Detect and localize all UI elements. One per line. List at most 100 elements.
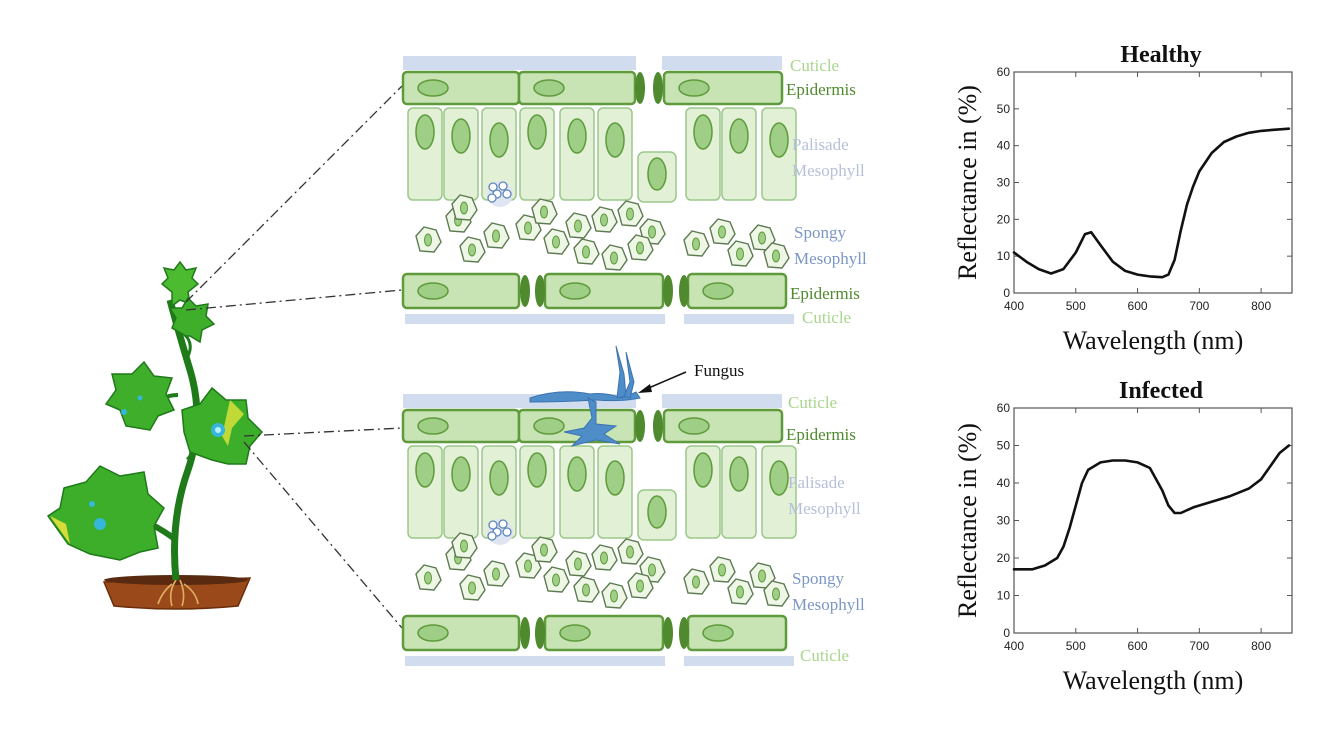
chloroplast (610, 251, 618, 265)
chloroplast (600, 551, 608, 565)
chloroplast (424, 233, 432, 247)
y-tick-label: 40 (997, 139, 1011, 153)
chloroplast (468, 243, 476, 257)
y-tick-label: 60 (997, 65, 1011, 79)
gas-bubble (498, 519, 508, 529)
leaf-section-healthy (401, 56, 797, 324)
nucleus (702, 282, 734, 300)
chloroplast (626, 207, 634, 221)
plot-frame (1013, 71, 1293, 294)
chloroplast (605, 122, 625, 158)
chloroplast (636, 579, 644, 593)
disease-spot (89, 501, 95, 507)
leaf-left-mid (104, 360, 176, 431)
y-tick-label: 0 (1003, 626, 1010, 640)
plot-frame (1013, 407, 1293, 634)
chloroplast (758, 569, 766, 583)
chloroplast (489, 122, 509, 158)
chloroplast (693, 114, 713, 150)
nucleus (533, 417, 565, 435)
nucleus (678, 417, 710, 435)
cuticle-bottom (405, 656, 665, 666)
chloroplast (582, 245, 590, 259)
label-cuticle-top: Cuticle (790, 56, 839, 75)
x-tick-label: 800 (1251, 639, 1271, 653)
x-tick-label: 700 (1189, 299, 1209, 313)
label-epidermis-top: Epidermis (786, 80, 856, 99)
gas-bubble (488, 182, 498, 192)
chloroplast (460, 201, 468, 215)
chloroplast (692, 575, 700, 589)
chloroplast (451, 456, 471, 492)
chloroplast (527, 114, 547, 150)
y-axis-label: Reflectance in (%) (953, 423, 982, 618)
chloroplast (574, 219, 582, 233)
chloroplast (489, 460, 509, 496)
y-tick-label: 30 (997, 514, 1011, 528)
cuticle-top (403, 56, 636, 70)
cuticle-top (662, 56, 782, 70)
chloroplast (610, 589, 618, 603)
chloroplast (552, 573, 560, 587)
y-tick-label: 20 (997, 212, 1011, 226)
chloroplast (647, 495, 667, 529)
chloroplast (574, 557, 582, 571)
chloroplast (540, 205, 548, 219)
chloroplast (527, 452, 547, 488)
chart-title: Infected (1119, 378, 1204, 404)
x-tick-label: 600 (1128, 299, 1148, 313)
chloroplast (648, 225, 656, 239)
disease-spot (137, 395, 143, 401)
chloroplast (524, 559, 532, 573)
y-tick-label: 30 (997, 176, 1011, 190)
roots (157, 579, 199, 607)
chloroplast (492, 567, 500, 581)
chloroplast (772, 587, 780, 601)
chloroplast (729, 118, 749, 154)
nucleus (417, 282, 449, 300)
label-cuticle-bottom: Cuticle (802, 308, 851, 327)
gas-bubble (502, 189, 512, 199)
nucleus (417, 79, 449, 97)
label-cuticle-top: Cuticle (788, 393, 837, 412)
disease-spot (215, 427, 221, 433)
cuticle-bottom (684, 656, 794, 666)
x-axis-label: Wavelength (nm) (1063, 326, 1244, 355)
labels-infected: Cuticle Epidermis Palisade Mesophyll Spo… (786, 393, 865, 665)
nucleus (559, 282, 591, 300)
guard-cell (663, 275, 673, 307)
x-tick-label: 500 (1066, 299, 1086, 313)
leaf-bottom-left (46, 465, 165, 561)
label-palisade-2: Mesophyll (788, 499, 861, 518)
guard-cell (653, 72, 663, 104)
reflectance-line (1012, 127, 1291, 279)
nucleus (417, 624, 449, 642)
label-palisade: Palisade (788, 473, 845, 492)
guard-cell (535, 275, 545, 307)
y-tick-label: 50 (997, 439, 1011, 453)
fungus-pointer (638, 371, 687, 393)
chloroplast (460, 539, 468, 553)
leaf-right-infected (181, 386, 264, 465)
disease-spot (121, 409, 127, 415)
y-tick-label: 0 (1003, 286, 1010, 300)
guard-cell (635, 72, 645, 104)
chloroplast (605, 460, 625, 496)
nucleus (678, 79, 710, 97)
guard-cell (679, 617, 689, 649)
chloroplast (468, 581, 476, 595)
cuticle-bottom (684, 314, 794, 324)
x-tick-label: 800 (1251, 299, 1271, 313)
leaf-top (160, 260, 200, 308)
chloroplast (424, 571, 432, 585)
gas-bubble (488, 520, 498, 530)
chloroplast (647, 157, 667, 191)
chloroplast (729, 456, 749, 492)
chart-title: Healthy (1120, 42, 1201, 68)
gas-bubble (487, 531, 497, 541)
chloroplast (772, 249, 780, 263)
chloroplast (718, 563, 726, 577)
y-tick-label: 40 (997, 476, 1011, 490)
guard-cell (653, 410, 663, 442)
